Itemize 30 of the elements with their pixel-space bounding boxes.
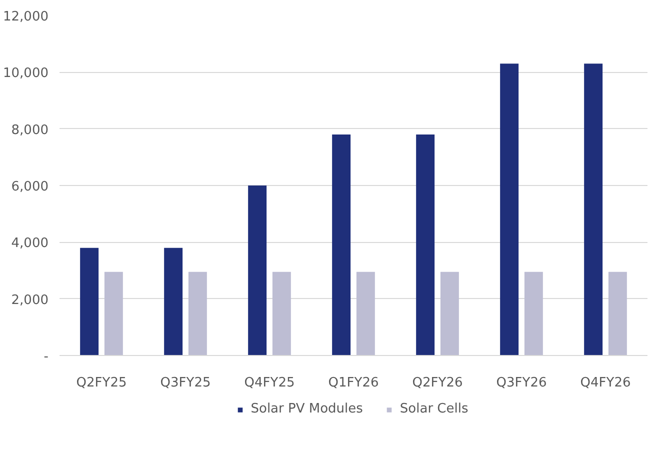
bar [248, 186, 267, 356]
bar [500, 64, 519, 356]
bar [584, 64, 603, 356]
bar [272, 272, 291, 356]
y-tick-label: 6,000 [11, 180, 48, 194]
bar [356, 272, 375, 356]
bar [80, 248, 99, 356]
x-tick-label: Q2FY26 [412, 376, 463, 390]
x-tick-label: Q1FY26 [328, 376, 379, 390]
legend-label: Solar PV Modules [250, 402, 363, 416]
legend-label: Solar Cells [400, 402, 468, 416]
y-tick-label: 12,000 [3, 10, 49, 24]
x-tick-label: Q4FY25 [244, 376, 295, 390]
x-tick-label: Q4FY26 [580, 376, 631, 390]
y-tick-label: 2,000 [11, 292, 48, 308]
x-tick-label: Q3FY25 [160, 376, 211, 390]
y-tick-label: - [44, 350, 49, 364]
x-tick-label: Q3FY26 [496, 376, 547, 390]
x-tick-label: Q2FY25 [76, 376, 127, 390]
y-tick-label: 8,000 [11, 122, 48, 138]
bar [416, 134, 435, 356]
y-tick-label: 10,000 [3, 66, 49, 82]
y-tick-label: 4,000 [11, 236, 48, 252]
bar [164, 248, 183, 356]
bar [608, 272, 627, 356]
bar [440, 272, 459, 356]
bar [104, 272, 123, 356]
bar [332, 134, 351, 356]
bar [524, 272, 543, 356]
bar [188, 272, 207, 356]
